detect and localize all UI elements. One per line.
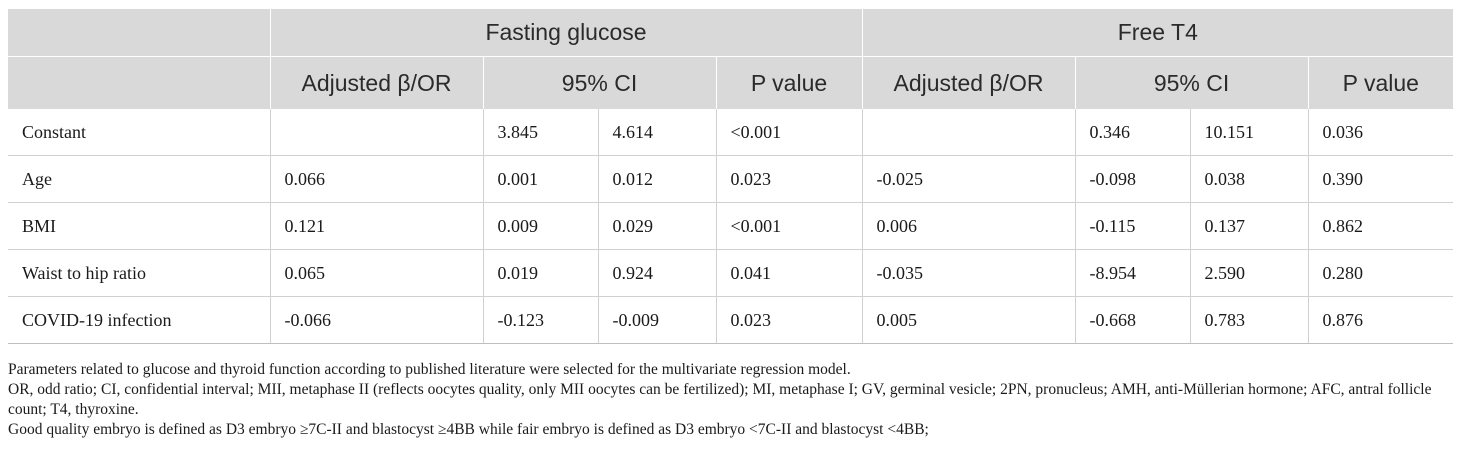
table-row: BMI 0.121 0.009 0.029 <0.001 0.006 -0.11… [8, 202, 1454, 250]
footnote-embryo-quality: Good quality embryo is defined as D3 emb… [8, 421, 929, 438]
footnote-abbreviations: OR, odd ratio; CI, confidential interval… [8, 381, 1432, 418]
header-row-groups: Fasting glucose Free T4 [8, 9, 1454, 57]
t4-ci-low-cell: -0.098 [1074, 155, 1191, 203]
t4-p-cell: 0.390 [1307, 155, 1454, 203]
fg-beta-cell [269, 109, 483, 156]
t4-beta-cell: -0.035 [861, 249, 1076, 297]
header-t4-ci: 95% CI [1074, 56, 1309, 109]
t4-beta-cell: 0.006 [861, 202, 1076, 250]
t4-p-cell: 0.280 [1307, 249, 1454, 297]
row-label: Age [8, 155, 270, 203]
row-label: BMI [8, 202, 270, 250]
fg-ci-low-cell: 0.001 [482, 155, 598, 203]
header-row-columns: Adjusted β/OR 95% CI P value Adjusted β/… [8, 56, 1454, 109]
t4-ci-low-cell: -0.668 [1074, 296, 1191, 344]
t4-p-cell: 0.876 [1307, 296, 1454, 344]
t4-p-cell: 0.862 [1307, 202, 1454, 250]
fg-ci-low-cell: 0.009 [482, 202, 598, 250]
fg-beta-cell: 0.121 [269, 202, 483, 250]
fg-p-cell: <0.001 [715, 109, 863, 156]
t4-beta-cell: -0.025 [861, 155, 1076, 203]
table-row: Age 0.066 0.001 0.012 0.023 -0.025 -0.09… [8, 155, 1454, 203]
t4-ci-high-cell: 0.783 [1189, 296, 1309, 344]
regression-table-container: Fasting glucose Free T4 Adjusted β/OR 95… [8, 9, 1454, 344]
table-row: Waist to hip ratio 0.065 0.019 0.924 0.0… [8, 249, 1454, 297]
t4-ci-high-cell: 0.038 [1189, 155, 1309, 203]
row-label: Waist to hip ratio [8, 249, 270, 297]
t4-ci-high-cell: 2.590 [1189, 249, 1309, 297]
t4-ci-low-cell: -0.115 [1074, 202, 1191, 250]
t4-ci-low-cell: 0.346 [1074, 109, 1191, 156]
fg-ci-low-cell: 0.019 [482, 249, 598, 297]
table-row: Constant 3.845 4.614 <0.001 0.346 10.151… [8, 109, 1454, 156]
table-row: COVID-19 infection -0.066 -0.123 -0.009 … [8, 296, 1454, 344]
t4-ci-high-cell: 0.137 [1189, 202, 1309, 250]
header-blank-cell [8, 9, 270, 57]
fg-ci-high-cell: 0.012 [597, 155, 716, 203]
fg-p-cell: <0.001 [715, 202, 863, 250]
fg-ci-high-cell: -0.009 [597, 296, 716, 344]
fg-ci-high-cell: 0.924 [597, 249, 716, 297]
fg-beta-cell: 0.065 [269, 249, 483, 297]
fg-ci-low-cell: -0.123 [482, 296, 598, 344]
header-fg-ci: 95% CI [482, 56, 716, 109]
row-label: Constant [8, 109, 270, 156]
header-free-t4: Free T4 [861, 9, 1454, 57]
fg-beta-cell: 0.066 [269, 155, 483, 203]
header-blank-cell [8, 56, 270, 109]
t4-p-cell: 0.036 [1307, 109, 1454, 156]
table-footnotes: Parameters related to glucose and thyroi… [8, 360, 1453, 440]
fg-p-cell: 0.023 [715, 155, 863, 203]
regression-table: Fasting glucose Free T4 Adjusted β/OR 95… [8, 9, 1454, 344]
fg-p-cell: 0.041 [715, 249, 863, 297]
fg-ci-high-cell: 4.614 [597, 109, 716, 156]
header-fg-p: P value [715, 56, 863, 109]
t4-ci-high-cell: 10.151 [1189, 109, 1309, 156]
t4-ci-low-cell: -8.954 [1074, 249, 1191, 297]
t4-beta-cell: 0.005 [861, 296, 1076, 344]
row-label: COVID-19 infection [8, 296, 270, 344]
header-fasting-glucose: Fasting glucose [269, 9, 863, 57]
footnote-selection: Parameters related to glucose and thyroi… [8, 361, 851, 378]
fg-ci-low-cell: 3.845 [482, 109, 598, 156]
t4-beta-cell [861, 109, 1076, 156]
fg-beta-cell: -0.066 [269, 296, 483, 344]
header-fg-beta: Adjusted β/OR [269, 56, 483, 109]
header-t4-p: P value [1307, 56, 1454, 109]
fg-p-cell: 0.023 [715, 296, 863, 344]
header-t4-beta: Adjusted β/OR [861, 56, 1076, 109]
fg-ci-high-cell: 0.029 [597, 202, 716, 250]
